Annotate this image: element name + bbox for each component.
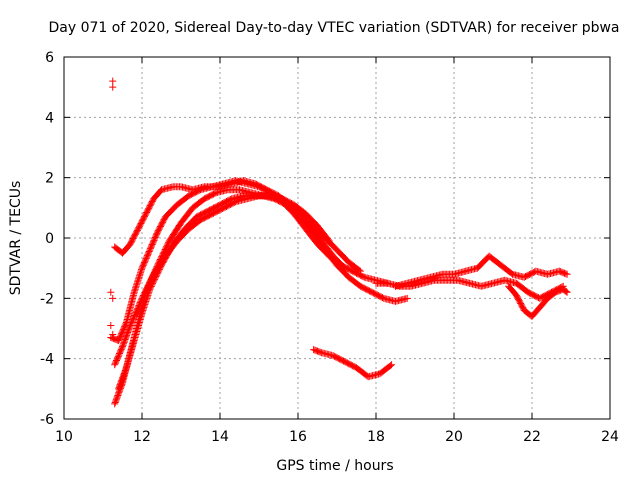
data-point [324,236,332,244]
data-point [403,294,411,302]
data-point [132,309,140,317]
data-point [129,314,137,322]
data-point [138,294,146,302]
data-point [388,361,396,369]
series-arc-i [310,346,396,381]
data-point [562,288,570,296]
data-point [340,263,348,271]
data-point [127,320,135,328]
data-point [148,273,156,281]
data-point [130,313,138,321]
grid-lines [64,57,610,419]
data-point [128,319,136,327]
data-point [146,277,154,285]
y-tick-label: 4 [45,110,54,126]
data-point [139,293,147,301]
x-tick-label: 10 [55,429,73,445]
data-point [139,291,147,299]
data-points [107,77,571,408]
x-tick-label: 16 [289,429,307,445]
y-tick-label: 6 [45,50,54,66]
y-axis-label: SDTVAR / TECUs [8,181,24,296]
data-point [129,316,137,324]
data-point [142,286,150,294]
data-point [133,306,141,314]
x-tick-label: 14 [211,429,229,445]
data-point [145,280,153,288]
x-tick-label: 24 [601,429,619,445]
data-point [126,321,134,329]
data-point [109,83,117,91]
data-point [141,289,149,297]
data-point [135,301,143,309]
data-point [107,321,115,329]
y-tick-label: -6 [40,412,54,428]
data-point [109,77,117,85]
data-point [107,288,115,296]
data-point [356,267,364,275]
series-arc-e [111,192,333,369]
x-tick-label: 22 [523,429,541,445]
data-point [122,365,130,373]
y-tick-label: -4 [40,352,54,368]
data-point [134,303,142,311]
x-tick-label: 12 [133,429,151,445]
data-point [147,276,155,284]
data-point [109,331,117,339]
data-point [143,284,151,292]
data-point [355,266,363,274]
data-point [131,311,139,319]
data-point [132,307,140,315]
data-point [144,282,152,290]
chart-title: Day 071 of 2020, Sidereal Day-to-day VTE… [48,20,619,36]
data-point [137,296,145,304]
data-point [137,297,145,305]
data-point [140,290,148,298]
y-tick-label: 2 [45,171,54,187]
data-point [136,299,144,307]
x-tick-label: 18 [367,429,385,445]
data-point [563,288,571,296]
data-point [109,294,117,302]
series-arc-d [115,192,364,393]
data-point [136,300,144,308]
data-point [128,317,136,325]
data-point [148,274,156,282]
data-point [144,283,152,291]
data-point [126,323,134,331]
data-point [562,270,570,278]
series-isolated [107,77,117,339]
data-point [146,279,154,287]
x-axis-label: GPS time / hours [276,458,393,474]
x-tick-label: 20 [445,429,463,445]
data-point [134,304,142,312]
data-point [341,264,349,272]
y-tick-label: 0 [45,231,54,247]
y-tick-label: -2 [40,291,54,307]
data-point [386,362,394,370]
data-point [563,270,571,278]
series-arc-h [505,282,571,320]
data-point [325,237,333,245]
data-point [131,310,139,318]
data-point [141,287,149,295]
